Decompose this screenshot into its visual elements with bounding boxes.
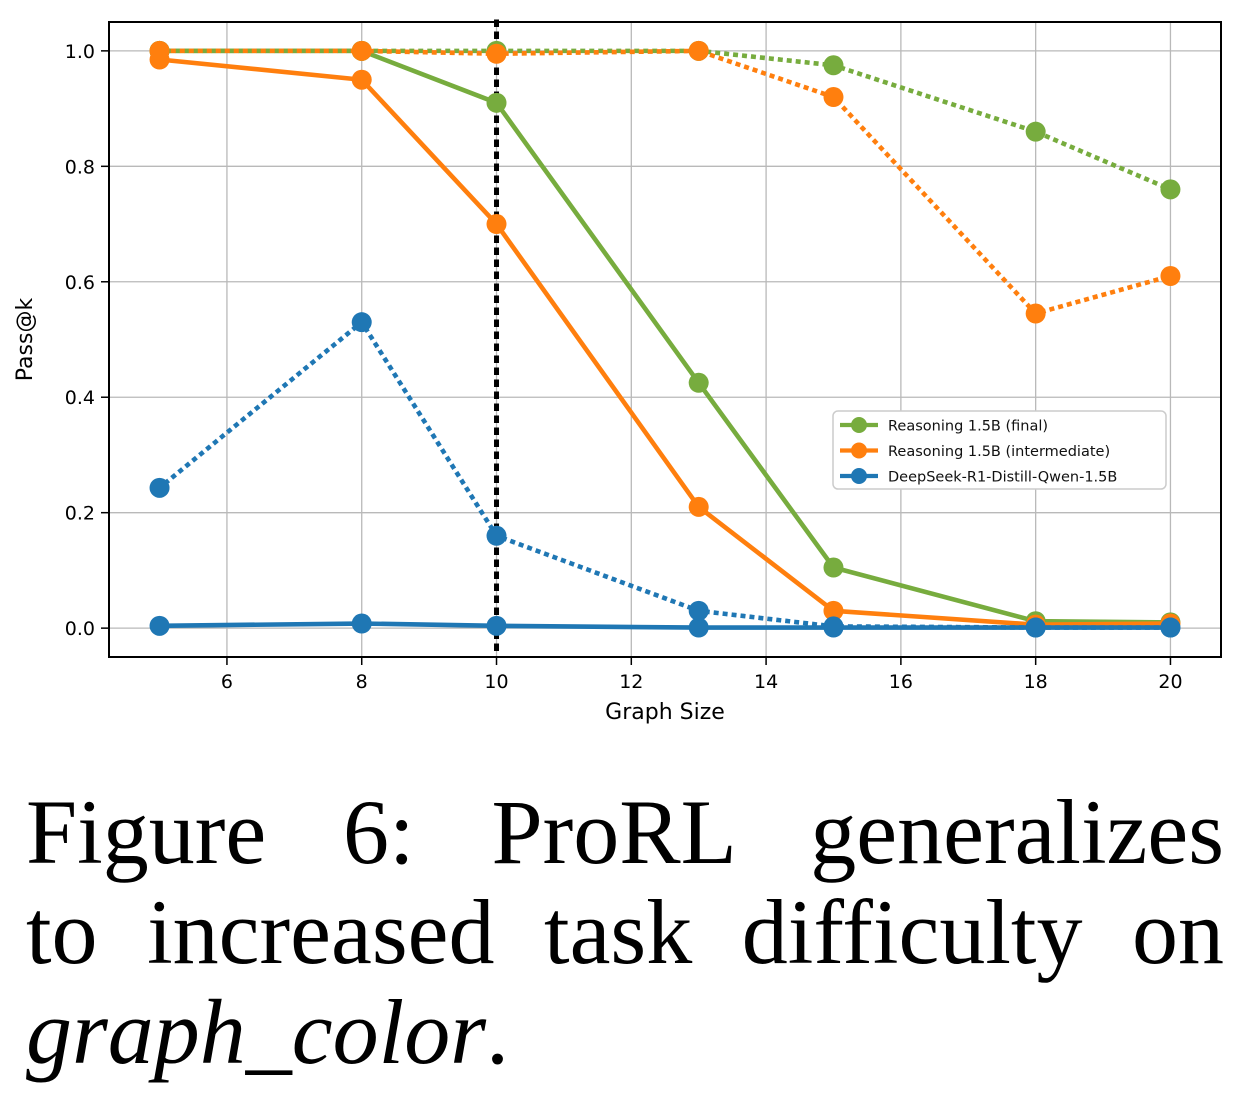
- caption-line-2: to increased task difficulty on: [26, 881, 1224, 983]
- data-point: [823, 55, 844, 76]
- data-point: [486, 214, 507, 235]
- data-point: [823, 600, 844, 621]
- data-point: [1160, 617, 1181, 638]
- x-tick-label: 8: [356, 671, 368, 693]
- series-line-0-solid: [159, 48, 1171, 625]
- data-point: [1025, 121, 1046, 142]
- series-line-1-dotted: [157, 48, 1174, 193]
- data-point: [486, 43, 507, 64]
- x-tick-label: 14: [754, 671, 778, 693]
- x-tick-label: 16: [889, 671, 913, 693]
- legend-marker: [851, 417, 867, 433]
- caption-line-1: Figure 6: ProRL generalizes: [26, 781, 1224, 883]
- y-tick-label: 0.2: [65, 503, 95, 525]
- caption-period: .: [486, 981, 509, 1083]
- y-tick-label: 0.6: [65, 272, 95, 294]
- data-point: [149, 477, 170, 498]
- x-tick-label: 10: [484, 671, 508, 693]
- data-point: [688, 40, 709, 61]
- y-tick-label: 1.0: [65, 41, 95, 63]
- plot-border: [108, 21, 1222, 658]
- data-point: [149, 615, 170, 636]
- data-point: [1025, 617, 1046, 638]
- legend-label: Reasoning 1.5B (final): [888, 419, 1048, 435]
- y-tick-label: 0.0: [65, 618, 95, 640]
- caption-task-name: graph_color: [26, 981, 486, 1083]
- x-tick-label: 6: [221, 671, 233, 693]
- x-tick-label: 20: [1158, 671, 1182, 693]
- data-point: [351, 613, 372, 634]
- x-axis-label: Graph Size: [605, 700, 725, 725]
- data-point: [688, 372, 709, 393]
- data-point: [486, 615, 507, 636]
- figure-caption: Figure 6: ProRL generalizes to increased…: [26, 782, 1224, 1082]
- data-point: [1160, 179, 1181, 200]
- data-point: [823, 616, 844, 637]
- data-point: [1025, 303, 1046, 324]
- legend-marker: [851, 442, 867, 459]
- legend-label: DeepSeek-R1-Distill-Qwen-1.5B: [888, 470, 1117, 486]
- data-point: [688, 617, 709, 638]
- data-point: [823, 557, 844, 578]
- y-tick-label: 0.4: [65, 387, 95, 409]
- y-tick-label: 0.8: [65, 156, 95, 178]
- x-tick-label: 18: [1024, 671, 1048, 693]
- passk-vs-graph-size-line-chart: 6 8 10 12 14 16 18 20 0.0 0.2 0.4 0.6 0.8 1.0 Graph Si…: [13, 19, 1222, 725]
- data-point: [149, 40, 170, 61]
- series-line-2-solid: [159, 57, 1171, 627]
- y-axis-label: Pass@k: [13, 298, 38, 382]
- legend-marker: [851, 468, 867, 484]
- legend-label: Reasoning 1.5B (intermediate): [888, 444, 1110, 460]
- x-tick-label: 12: [619, 671, 643, 693]
- data-point: [486, 92, 507, 113]
- data-point: [1160, 266, 1181, 286]
- data-point: [351, 312, 372, 333]
- series-line-3-dotted: [157, 48, 1174, 316]
- data-point: [351, 40, 372, 61]
- data-point: [351, 69, 372, 90]
- data-point: [823, 87, 844, 108]
- data-point: [688, 600, 709, 621]
- data-point: [486, 525, 507, 546]
- data-point: [688, 496, 709, 517]
- caption-line-3: graph_color.: [26, 982, 1224, 1082]
- legend-box: [832, 410, 1167, 490]
